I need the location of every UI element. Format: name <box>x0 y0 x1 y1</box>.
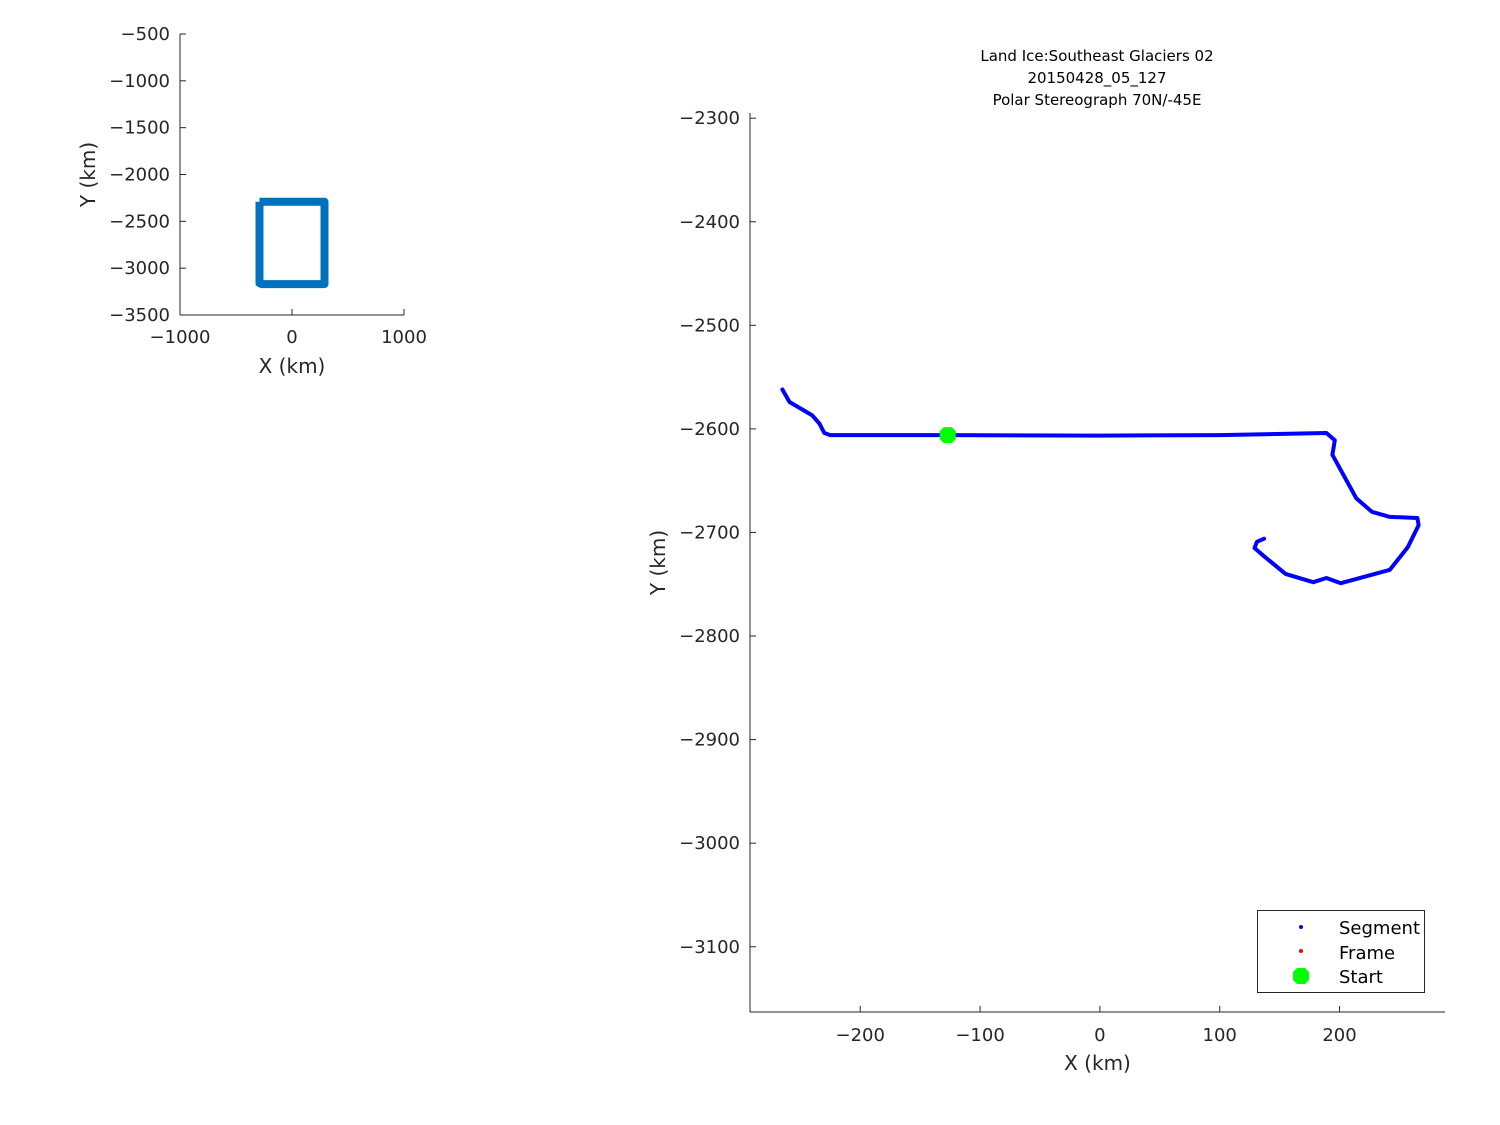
y-axis-label: Y (km) <box>76 142 100 208</box>
y-tick-label: −3000 <box>109 258 170 279</box>
y-tick-label: −3500 <box>109 305 170 326</box>
y-tick-label: −2300 <box>679 108 740 129</box>
x-axis-label: X (km) <box>1064 1051 1131 1075</box>
y-tick-label: −2600 <box>679 419 740 440</box>
y-tick-label: −3100 <box>679 937 740 958</box>
y-tick-label: −2500 <box>109 211 170 232</box>
legend-marker-start <box>1293 968 1309 984</box>
legend-marker-segment <box>1299 925 1303 929</box>
legend-marker-frame <box>1299 949 1303 953</box>
y-tick-label: −2000 <box>109 165 170 186</box>
legend-label-frame: Frame <box>1339 943 1395 964</box>
y-tick-label: −1500 <box>109 118 170 139</box>
x-axis-label: X (km) <box>259 354 326 378</box>
overview-axes: −1000 0 1000 −500 −1000 −1500 −2000 −2500 −3000 −… <box>76 24 427 378</box>
legend-label-segment: Segment <box>1339 918 1420 939</box>
chart-title-line-2: 20150428_05_127 <box>1027 69 1166 88</box>
y-tick-label: −2700 <box>679 522 740 543</box>
start-marker <box>939 427 956 444</box>
chart-title-line-3: Polar Stereograph 70N/-45E <box>993 91 1202 109</box>
x-tick-label: 1000 <box>381 327 427 348</box>
y-axis-label: Y (km) <box>646 530 670 596</box>
y-tick-label: −2400 <box>679 212 740 233</box>
y-tick-label: −500 <box>121 24 170 45</box>
y-tick-label: −2800 <box>679 626 740 647</box>
x-tick-label: 100 <box>1203 1025 1237 1046</box>
y-tick-label: −1000 <box>109 71 170 92</box>
x-tick-label: 0 <box>1094 1025 1105 1046</box>
legend: Segment Frame Start <box>1257 910 1425 993</box>
main-axes: Land Ice:Southeast Glaciers 02 20150428_… <box>646 47 1445 1075</box>
segment-track <box>780 387 1421 586</box>
x-tick-label: −1000 <box>150 327 211 348</box>
legend-label-start: Start <box>1339 967 1383 988</box>
y-tick-label: −2500 <box>679 315 740 336</box>
extent-rectangle <box>255 197 329 289</box>
x-tick-label: 200 <box>1322 1025 1356 1046</box>
legend-box <box>1257 910 1425 993</box>
x-tick-label: 0 <box>286 327 297 348</box>
y-tick-label: −3000 <box>679 833 740 854</box>
x-tick-label: −200 <box>836 1025 885 1046</box>
y-tick-label: −2900 <box>679 730 740 751</box>
x-tick-label: −100 <box>955 1025 1004 1046</box>
chart-title-line-1: Land Ice:Southeast Glaciers 02 <box>980 47 1213 65</box>
